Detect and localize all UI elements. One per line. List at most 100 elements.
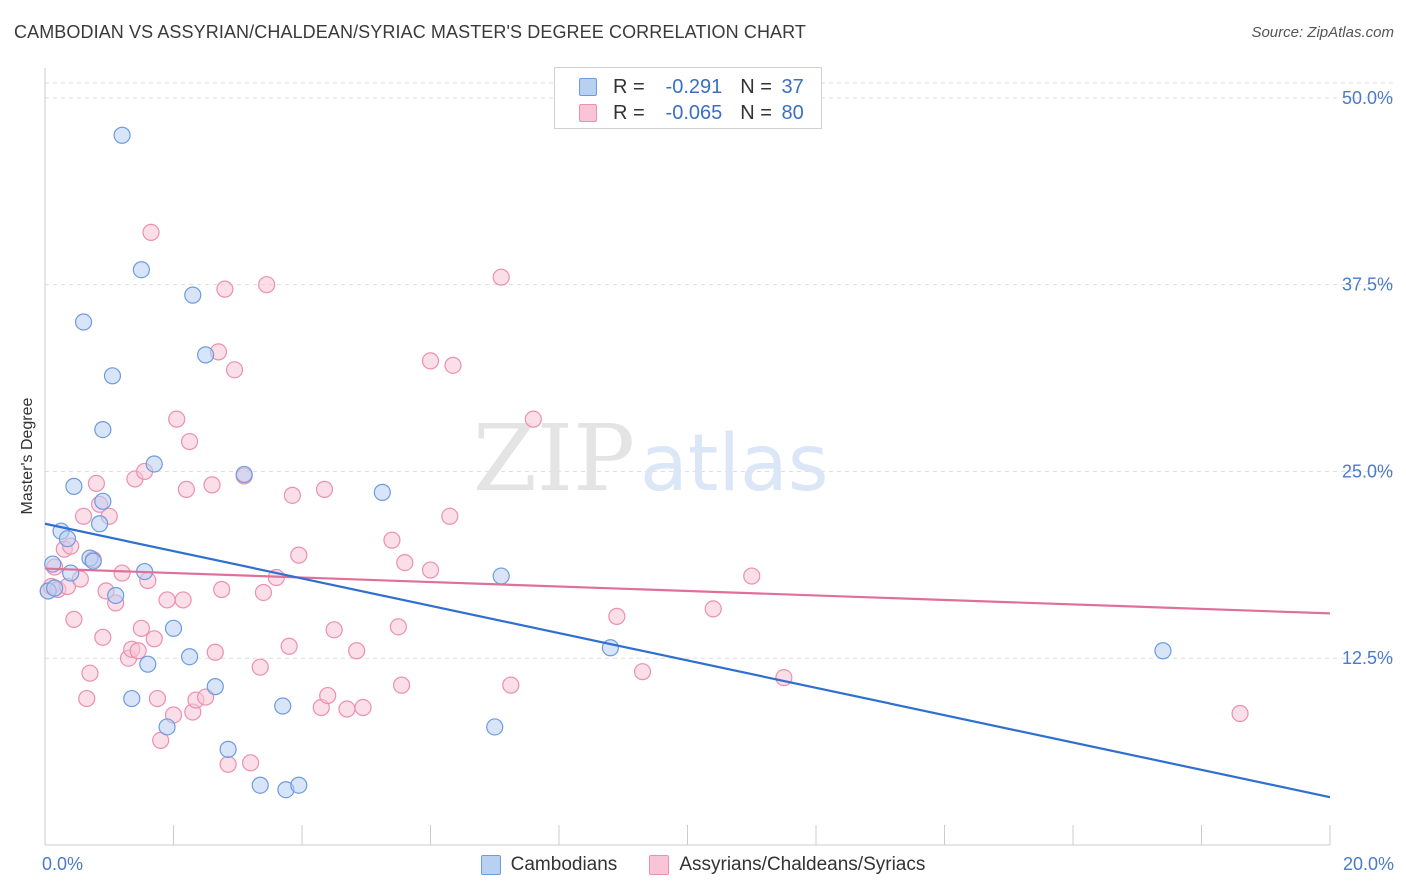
data-point [235,465,253,484]
data-point [142,223,160,241]
axes [44,68,1331,846]
data-point [219,740,237,758]
data-point [123,689,141,708]
legend-row-cambodians: R = -0.291 N = 37 [579,74,804,100]
assyrian-points [39,223,1249,773]
data-point [444,356,462,374]
data-point [290,776,308,794]
data-point [441,507,459,525]
data-point [421,352,440,370]
data-point [139,655,157,673]
data-point [274,697,292,715]
data-point [107,586,125,605]
data-point [168,410,186,428]
data-point [206,643,224,661]
data-point [486,718,504,736]
legend-label-assyrians: Assyrians/Chaldeans/Syriacs [679,854,926,875]
data-point [258,276,276,294]
series-legend: Cambodians Assyrians/Chaldeans/Syriacs [0,852,1406,878]
legend-swatch-pink [649,855,670,875]
data-point [502,676,520,694]
legend-r-value: -0.291 [665,75,723,98]
data-point [743,567,761,585]
legend-item-assyrians[interactable]: Assyrians/Chaldeans/Syriacs [649,854,925,876]
trend-line-assyrians [44,567,1331,615]
trend-line-cambodians [44,522,1331,799]
y-tick-label: 50.0% [1342,88,1393,108]
data-point [94,492,112,510]
legend-r-label: R = [613,75,645,98]
legend-n-value: 37 [781,75,804,98]
data-point [206,678,224,696]
data-point [84,552,102,570]
data-point [177,480,195,498]
data-point [103,367,122,385]
legend-swatch-blue [579,78,597,96]
data-point [319,686,337,705]
data-point [158,718,176,736]
y-tick-label: 37.5% [1342,275,1393,295]
legend-n-value: 80 [781,101,804,124]
data-point [1231,704,1249,723]
source-label: Source: ZipAtlas.com [1251,24,1394,41]
y-tick-label: 25.0% [1342,461,1393,481]
data-point [338,700,356,718]
data-point [145,455,163,473]
trend-lines [44,522,1331,799]
data-point [113,126,131,144]
data-point [492,268,510,286]
data-point [197,346,215,364]
legend-n-label: N = [740,101,772,124]
legend-label-cambodians: Cambodians [510,854,618,875]
data-point [58,530,77,548]
chart-title: CAMBODIAN VS ASSYRIAN/CHALDEAN/SYRIAC MA… [14,22,807,42]
watermark: ZIP atlas [473,405,829,512]
data-point [62,564,80,582]
data-point [633,663,652,681]
data-point [389,618,407,636]
data-point [225,361,244,379]
data-point [129,642,147,660]
data-point [213,580,231,599]
legend-item-cambodians[interactable]: Cambodians [480,854,618,876]
data-point [180,648,199,666]
data-point [180,432,199,451]
data-point [78,689,96,708]
data-point [74,313,93,331]
data-point [94,628,112,646]
data-point [87,474,106,492]
data-point [145,630,163,648]
data-point [46,579,64,597]
data-point [325,621,343,639]
legend-r-value: -0.065 [665,101,723,124]
data-point [396,553,414,572]
data-point [373,483,391,501]
data-point [216,280,234,298]
cambodian-points [39,126,1172,799]
data-point [174,591,192,609]
data-point [148,689,167,708]
data-point [203,476,221,494]
data-point [158,591,176,609]
legend-swatch-pink [579,104,597,122]
legend-row-assyrians: R = -0.065 N = 80 [579,100,804,126]
data-point [348,642,366,660]
data-point [164,619,183,637]
data-point [283,486,301,504]
data-point [242,754,260,772]
correlation-legend: R = -0.291 N = 37 R = -0.065 N = 80 [554,67,822,129]
data-point [383,531,401,549]
data-point [354,698,372,717]
data-point [1154,642,1172,660]
data-point [254,583,273,602]
data-point [704,600,722,618]
x-tick-labels: 0.0% 20.0% [42,854,1394,874]
data-point [184,286,202,304]
y-tick-label: 12.5% [1342,648,1393,668]
data-point [421,561,440,579]
data-point [315,480,334,498]
data-point [113,564,131,582]
data-point [132,261,150,279]
data-point [251,776,269,794]
